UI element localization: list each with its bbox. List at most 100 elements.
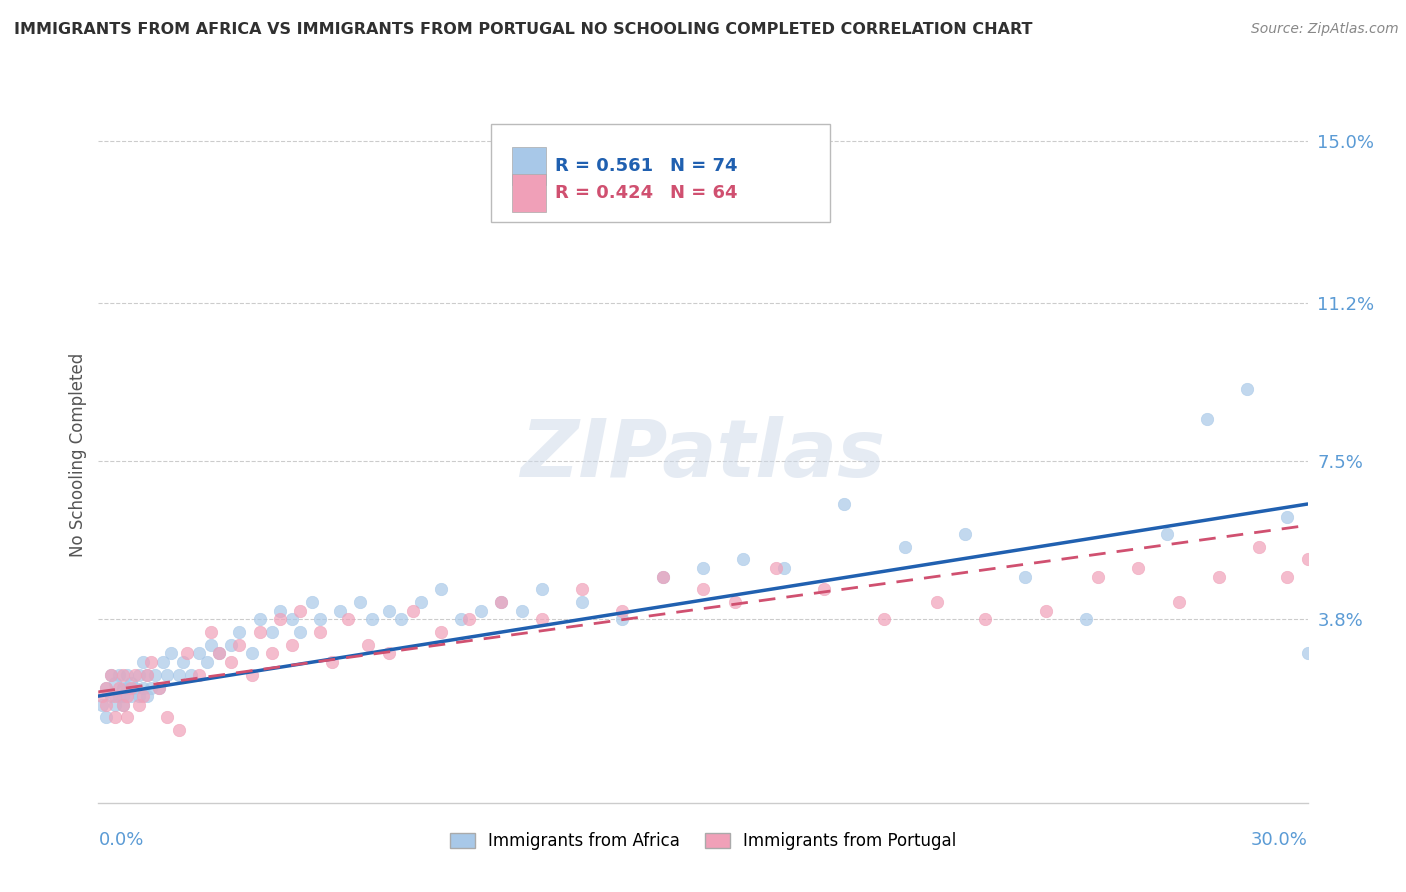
Point — [124, 667, 146, 681]
Point — [120, 676, 142, 690]
Point — [124, 681, 146, 695]
Point — [148, 681, 170, 695]
Point — [765, 561, 787, 575]
Point — [1316, 518, 1339, 533]
Point — [1369, 723, 1392, 738]
Point — [120, 689, 142, 703]
Point — [813, 582, 835, 597]
Point — [91, 698, 114, 712]
Point — [100, 667, 122, 681]
Point — [1296, 552, 1319, 566]
Bar — [512, 174, 546, 212]
Point — [111, 698, 134, 712]
Point — [430, 582, 453, 597]
Point — [249, 612, 271, 626]
Text: N = 74: N = 74 — [671, 157, 738, 175]
Point — [309, 612, 332, 626]
Point — [402, 604, 425, 618]
Point — [143, 667, 166, 681]
Point — [1329, 569, 1351, 583]
Point — [128, 667, 150, 681]
Point — [103, 698, 125, 712]
Point — [832, 497, 855, 511]
Point — [1087, 569, 1109, 583]
Text: ZIPatlas: ZIPatlas — [520, 416, 886, 494]
Point — [188, 647, 211, 661]
Point — [269, 612, 291, 626]
Text: IMMIGRANTS FROM AFRICA VS IMMIGRANTS FROM PORTUGAL NO SCHOOLING COMPLETED CORREL: IMMIGRANTS FROM AFRICA VS IMMIGRANTS FRO… — [14, 22, 1032, 37]
Point — [430, 625, 453, 640]
Point — [115, 689, 138, 703]
Text: 30.0%: 30.0% — [1251, 830, 1308, 848]
Point — [349, 595, 371, 609]
Point — [96, 710, 118, 724]
Point — [91, 689, 114, 703]
Point — [692, 561, 714, 575]
Point — [491, 595, 513, 609]
Point — [1344, 540, 1367, 554]
Point — [111, 667, 134, 681]
Point — [571, 582, 593, 597]
Point — [103, 689, 125, 703]
Point — [724, 595, 747, 609]
Point — [288, 625, 311, 640]
Point — [925, 595, 948, 609]
Point — [128, 689, 150, 703]
Point — [1014, 569, 1036, 583]
Point — [111, 681, 134, 695]
Point — [156, 667, 179, 681]
Point — [260, 625, 283, 640]
Legend: Immigrants from Africa, Immigrants from Portugal: Immigrants from Africa, Immigrants from … — [443, 826, 963, 857]
Point — [180, 667, 202, 681]
Point — [156, 710, 179, 724]
Point — [148, 681, 170, 695]
Point — [612, 612, 634, 626]
Point — [107, 681, 129, 695]
Point — [458, 612, 481, 626]
Point — [249, 625, 271, 640]
Point — [111, 698, 134, 712]
Point — [361, 612, 384, 626]
Point — [135, 689, 157, 703]
Point — [893, 540, 915, 554]
Point — [200, 638, 222, 652]
Point — [188, 667, 211, 681]
Point — [269, 604, 291, 618]
Point — [100, 689, 122, 703]
Point — [491, 595, 513, 609]
Point — [167, 723, 190, 738]
Text: 0.0%: 0.0% — [98, 830, 143, 848]
Point — [228, 625, 250, 640]
Point — [260, 647, 283, 661]
Point — [221, 638, 243, 652]
Point — [208, 647, 231, 661]
Point — [115, 667, 138, 681]
Text: R = 0.561: R = 0.561 — [555, 157, 654, 175]
Point — [195, 655, 218, 669]
Text: Source: ZipAtlas.com: Source: ZipAtlas.com — [1251, 22, 1399, 37]
Point — [176, 647, 198, 661]
Point — [1208, 569, 1230, 583]
Point — [96, 698, 118, 712]
Point — [301, 595, 323, 609]
Point — [1277, 569, 1299, 583]
Point — [281, 638, 304, 652]
Point — [692, 582, 714, 597]
FancyBboxPatch shape — [492, 124, 830, 222]
Point — [172, 655, 194, 669]
Point — [115, 681, 138, 695]
Point — [132, 681, 155, 695]
Point — [1167, 595, 1189, 609]
Point — [240, 667, 263, 681]
Point — [1249, 540, 1271, 554]
Point — [111, 689, 134, 703]
Point — [1195, 411, 1218, 425]
Point — [1156, 527, 1178, 541]
Point — [1236, 382, 1258, 396]
Point — [530, 582, 553, 597]
Point — [1296, 647, 1319, 661]
Point — [128, 698, 150, 712]
Point — [96, 681, 118, 695]
Point — [651, 569, 673, 583]
Point — [132, 655, 155, 669]
